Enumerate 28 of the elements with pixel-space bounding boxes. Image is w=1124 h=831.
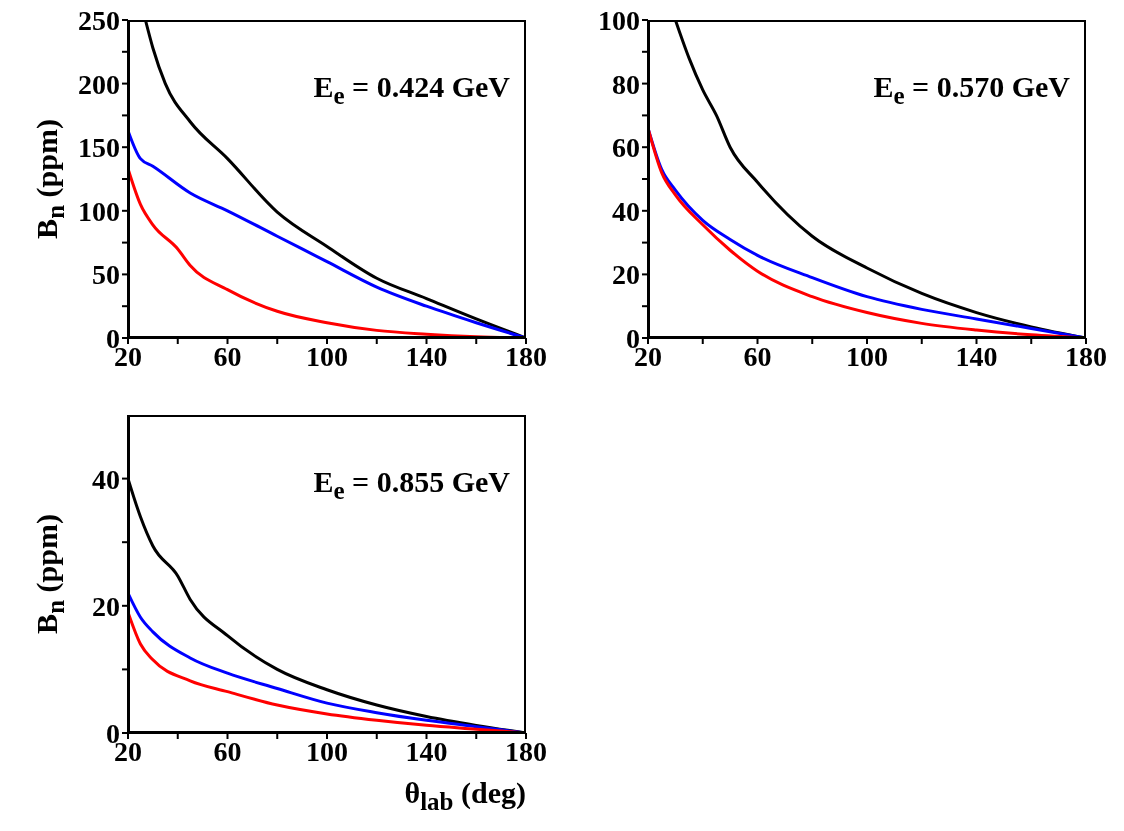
x-tick-label: 140 [955,340,998,372]
y-tick-label: 200 [78,68,120,100]
y-tick-label: 60 [612,132,640,164]
y-tick-label: 40 [612,195,640,227]
y-tick-label: 20 [92,590,120,622]
x-tick-label: 140 [405,340,448,372]
x-axis-title: θ$_{lab}$ (deg) [404,776,526,816]
y-tick-label: 100 [78,195,120,227]
x-tick-label: 100 [306,340,348,372]
x-tick-label: 60 [213,340,242,372]
annotation: E$_{e}$ = 0.855 GeV [313,465,510,505]
y-tick-label: 250 [78,4,120,36]
x-tick-label: 140 [405,735,448,767]
y-tick-label: 100 [598,4,640,36]
y-tick-label: 80 [612,68,640,100]
x-tick-label: 60 [213,735,242,767]
x-tick-label: 100 [306,735,348,767]
y-tick-label: 40 [92,463,120,495]
y-tick-label: 20 [612,259,640,291]
x-tick-label: 180 [505,340,547,372]
annotation: E$_{e}$ = 0.570 GeV [873,70,1070,110]
x-tick-label: 180 [505,735,547,767]
y-tick-label: 150 [78,132,120,164]
x-tick-label: 60 [743,340,772,372]
x-tick-label: 100 [846,340,888,372]
y-tick-label: 50 [92,259,120,291]
annotation: E$_{e}$ = 0.424 GeV [313,70,510,110]
x-tick-label: 180 [1065,340,1107,372]
